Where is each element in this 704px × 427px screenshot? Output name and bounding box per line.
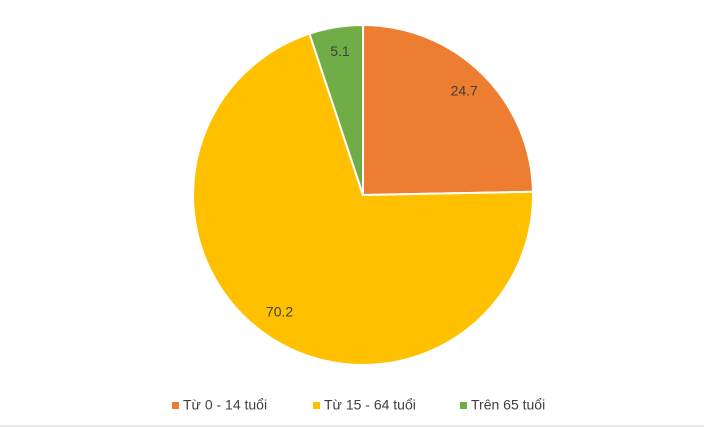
pie: 24.7 70.2 5.1 [192, 23, 534, 366]
legend-swatch [172, 402, 179, 409]
legend: Từ 0 - 14 tuổi Từ 15 - 64 tuổi Trên 65 tuổ… [172, 397, 545, 413]
legend-label: Trên 65 tuổi [471, 397, 545, 413]
pie-slice [192, 32, 534, 366]
legend-label: Từ 15 - 64 tuổi [324, 397, 416, 413]
legend-swatch [313, 402, 320, 409]
legend-swatch [460, 402, 467, 409]
pie-slice [308, 23, 364, 196]
data-label: 5.1 [330, 43, 350, 59]
data-label: 70.2 [266, 304, 293, 320]
legend-label: Từ 0 - 14 tuổi [183, 397, 267, 413]
data-label: 24.7 [451, 83, 478, 99]
pie-slice [362, 23, 534, 197]
